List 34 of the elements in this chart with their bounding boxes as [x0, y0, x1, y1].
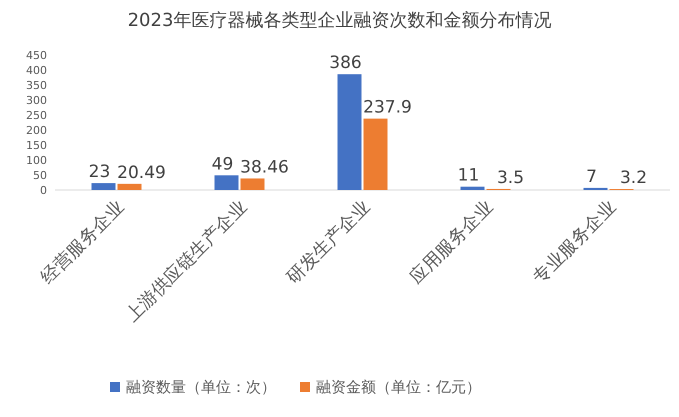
bar — [92, 183, 116, 190]
x-tick-label: 应用服务企业 — [406, 196, 498, 288]
y-tick-label: 300 — [26, 94, 47, 107]
bar — [364, 118, 388, 190]
y-tick-label: 0 — [40, 184, 47, 197]
bar — [240, 178, 264, 190]
x-tick-label: 研发生产企业 — [282, 196, 374, 288]
data-label: 11 — [458, 166, 480, 186]
data-label: 7 — [586, 166, 597, 187]
data-label: 3.5 — [496, 168, 524, 188]
data-label: 20.49 — [117, 162, 166, 183]
legend-label: 融资数量（单位：次） — [126, 378, 276, 396]
y-tick-label: 200 — [26, 124, 47, 137]
data-label: 386 — [329, 53, 362, 74]
data-label: 3.2 — [620, 168, 648, 188]
y-tick-label: 400 — [26, 64, 47, 77]
legend-label: 融资金额（单位：亿元） — [316, 378, 481, 396]
bar — [118, 184, 142, 190]
x-tick-label: 专业服务企业 — [528, 196, 620, 288]
data-label: 23 — [88, 162, 110, 182]
x-tick-label: 经营服务企业 — [36, 196, 128, 288]
y-tick-label: 450 — [26, 49, 47, 62]
bar — [214, 175, 238, 190]
y-tick-label: 150 — [26, 139, 47, 152]
y-tick-label: 350 — [26, 79, 47, 92]
data-label: 49 — [212, 154, 234, 174]
y-tick-label: 250 — [26, 109, 47, 122]
y-tick-label: 100 — [26, 154, 47, 167]
bar — [338, 74, 362, 190]
chart-title: 2023年医疗器械各类型企业融资次数和金额分布情况 — [128, 10, 552, 31]
data-label: 237.9 — [363, 98, 412, 118]
bar — [460, 186, 484, 190]
data-label: 38.46 — [240, 157, 289, 178]
y-tick-label: 50 — [33, 169, 47, 182]
